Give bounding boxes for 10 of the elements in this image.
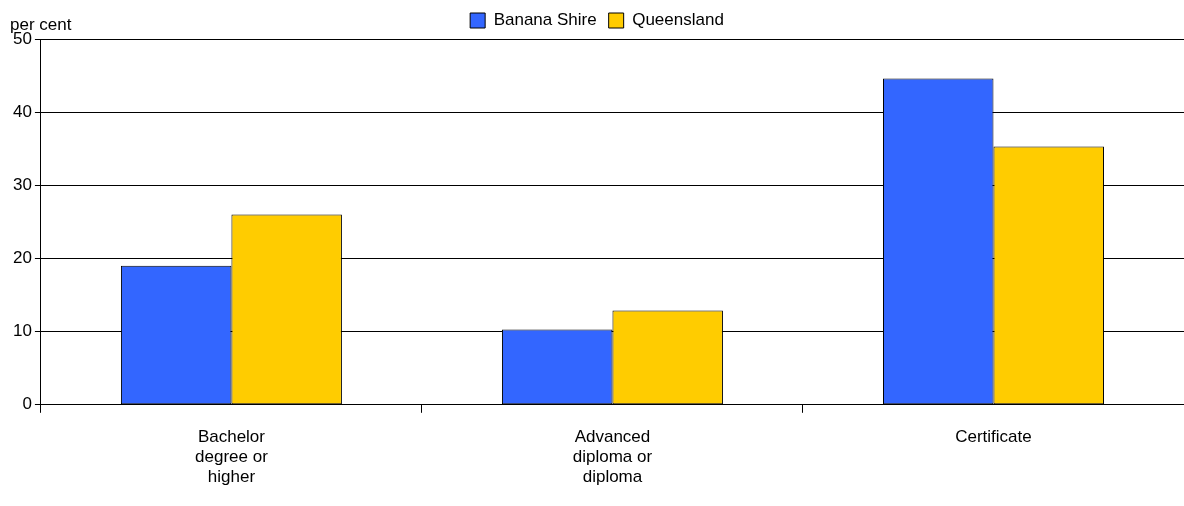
y-tick-label: 0 [22,394,32,414]
y-tick-label: 10 [12,321,32,341]
x-tick-label: Certificate [955,426,1032,446]
y-tick-label: 40 [12,101,32,121]
legend-label: Queensland [632,10,724,30]
y-tick-label: 30 [12,175,32,195]
legend-label: Banana Shire [493,10,597,30]
x-tick-label: Advanced diploma or diploma [572,426,653,487]
x-tick-label: Bachelor degree or higher [195,426,269,487]
y-tick-label: 20 [12,248,32,268]
